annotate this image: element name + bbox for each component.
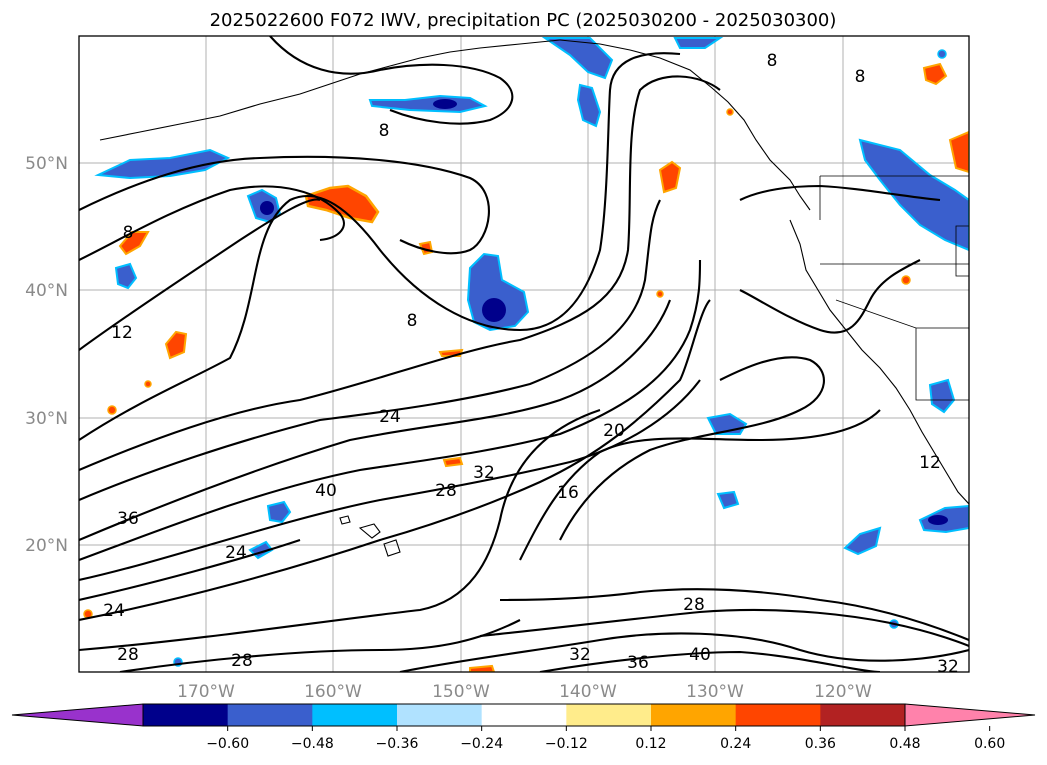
colorbar-tick-label: −0.36 bbox=[376, 736, 419, 752]
lat-label: 40°N bbox=[25, 281, 68, 301]
colorbar-tick-label: −0.24 bbox=[460, 736, 503, 752]
contour-label: 36 bbox=[627, 653, 649, 673]
contour-label: 8 bbox=[123, 223, 134, 243]
colorbar-tick-label: 0.48 bbox=[889, 736, 920, 752]
contour-label: 8 bbox=[379, 121, 390, 141]
lon-label: 120°W bbox=[814, 682, 872, 702]
contour-label: 16 bbox=[557, 483, 579, 503]
contour-label: 32 bbox=[473, 463, 495, 483]
precip-neg-patch bbox=[114, 262, 138, 290]
lat-label: 50°N bbox=[25, 154, 68, 174]
precip-neg-patch bbox=[716, 490, 740, 510]
contour-label: 24 bbox=[379, 407, 401, 427]
map-background bbox=[79, 36, 969, 672]
colorbar-extend-low bbox=[11, 703, 144, 727]
lat-label: 30°N bbox=[25, 409, 68, 429]
contour-label: 28 bbox=[683, 595, 705, 615]
latitude-labels: 50°N 40°N 30°N 20°N bbox=[25, 154, 68, 556]
contour-label: 40 bbox=[689, 645, 711, 665]
precip-pos-patch bbox=[922, 62, 948, 86]
colorbar-bin bbox=[735, 704, 821, 726]
graticule bbox=[79, 36, 969, 672]
precip-neg-patch bbox=[266, 500, 292, 524]
contour-label: 24 bbox=[103, 601, 125, 621]
precip-neg-patch bbox=[94, 148, 231, 180]
colorbar-extend-high bbox=[904, 703, 1036, 727]
contour-label: 28 bbox=[435, 481, 457, 501]
contour-label: 28 bbox=[231, 651, 253, 671]
iwv-isolines bbox=[79, 36, 969, 672]
colorbar-frame bbox=[142, 703, 906, 727]
map-frame bbox=[78, 35, 970, 673]
lon-label: 150°W bbox=[432, 682, 490, 702]
precip-neg-patch bbox=[858, 138, 969, 252]
colorbar-tick-label: −0.60 bbox=[206, 736, 249, 752]
contour-label: 20 bbox=[603, 421, 625, 441]
lon-label: 160°W bbox=[304, 682, 362, 702]
precip-neg-patch bbox=[928, 378, 956, 414]
lat-label: 20°N bbox=[25, 536, 68, 556]
precip-neg-patch bbox=[541, 37, 614, 80]
longitude-labels: 170°W 160°W 150°W 140°W 130°W 120°W bbox=[177, 682, 872, 702]
precip-pos-patch bbox=[469, 664, 496, 672]
precip-anomaly-patches bbox=[83, 37, 969, 672]
contour-label: 8 bbox=[767, 51, 778, 71]
map-panel: 8 8 8 8 8 12 12 16 20 24 24 24 28 28 28 … bbox=[78, 35, 970, 677]
colorbar-bin bbox=[312, 704, 398, 726]
coastlines bbox=[99, 39, 969, 557]
colorbar-bin bbox=[397, 704, 483, 726]
contour-label: 12 bbox=[919, 453, 941, 473]
precip-neg-patch bbox=[576, 83, 602, 128]
precip-neg-patch bbox=[843, 526, 882, 556]
colorbar-bin bbox=[227, 704, 313, 726]
precip-neg-patch bbox=[368, 94, 488, 114]
precip-pos-patch bbox=[442, 456, 464, 468]
colorbar-bin bbox=[566, 704, 652, 726]
colorbar-tick-label: 0.12 bbox=[635, 736, 666, 752]
colorbar-bin bbox=[651, 704, 737, 726]
contour-label: 36 bbox=[117, 509, 139, 529]
contour-labels: 8 8 8 8 8 12 12 16 20 24 24 24 28 28 28 … bbox=[103, 51, 959, 677]
precip-neg-patch bbox=[673, 37, 724, 49]
contour-label: 8 bbox=[407, 311, 418, 331]
precip-pos-patch bbox=[304, 184, 380, 224]
colorbar-bin bbox=[481, 704, 567, 726]
contour-label: 24 bbox=[225, 543, 247, 563]
plot-title: 2025022600 F072 IWV, precipitation PC (2… bbox=[210, 10, 837, 31]
contour-label: 40 bbox=[315, 481, 337, 501]
precip-pos-patch bbox=[164, 330, 188, 360]
lon-label: 140°W bbox=[559, 682, 617, 702]
lon-label: 130°W bbox=[686, 682, 744, 702]
contour-label: 12 bbox=[111, 323, 133, 343]
precip-pos-patch bbox=[948, 130, 969, 174]
colorbar-bin bbox=[143, 704, 229, 726]
colorbar-tick-label: −0.12 bbox=[545, 736, 588, 752]
colorbar-tick-label: 0.60 bbox=[974, 736, 1005, 752]
contour-label: 32 bbox=[937, 657, 959, 677]
colorbar-bin bbox=[820, 704, 906, 726]
contour-label: 32 bbox=[569, 645, 591, 665]
colorbar-tick-label: −0.48 bbox=[291, 736, 334, 752]
lon-label: 170°W bbox=[177, 682, 235, 702]
colorbar: −0.60 −0.48 −0.36 −0.24 −0.12 0.12 0.24 0.36 0.4… bbox=[11, 703, 1036, 752]
colorbar-tick-label: 0.24 bbox=[720, 736, 751, 752]
colorbar-tick-label: 0.36 bbox=[805, 736, 836, 752]
contour-label: 8 bbox=[855, 67, 866, 87]
contour-label: 28 bbox=[117, 645, 139, 665]
precip-pos-patch bbox=[658, 160, 682, 194]
